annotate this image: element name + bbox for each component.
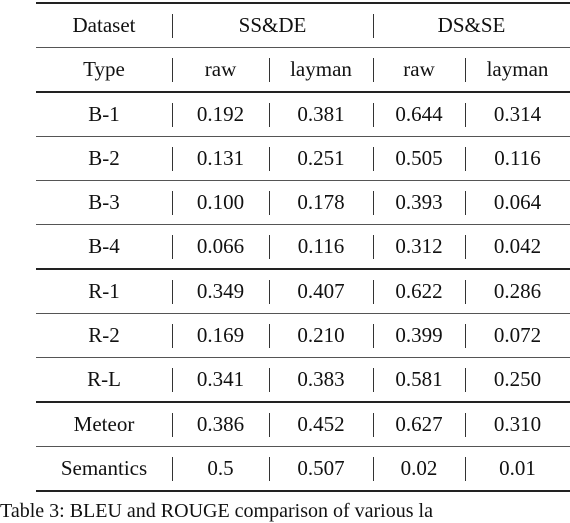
subheader-raw-2: raw bbox=[373, 47, 465, 92]
cell-value: 0.116 bbox=[269, 224, 373, 269]
cell-value: 0.100 bbox=[172, 180, 269, 225]
cell-value: 0.312 bbox=[373, 224, 465, 269]
table-row: B-2 0.131 0.251 0.505 0.116 bbox=[36, 136, 570, 181]
cell-value: 0.210 bbox=[269, 313, 373, 358]
cell-value: 0.169 bbox=[172, 313, 269, 358]
cell-value: 0.381 bbox=[269, 91, 373, 137]
row-metric: R-L bbox=[36, 357, 172, 402]
cell-value: 0.192 bbox=[172, 91, 269, 137]
header-row-type: Type raw layman raw layman bbox=[36, 47, 570, 92]
cell-value: 0.393 bbox=[373, 180, 465, 225]
cell-value: 0.286 bbox=[465, 268, 570, 314]
cell-value: 0.116 bbox=[465, 136, 570, 181]
cell-value: 0.581 bbox=[373, 357, 465, 402]
cell-value: 0.399 bbox=[373, 313, 465, 358]
row-metric: B-3 bbox=[36, 180, 172, 225]
cell-value: 0.251 bbox=[269, 136, 373, 181]
cell-value: 0.5 bbox=[172, 446, 269, 492]
cell-value: 0.507 bbox=[269, 446, 373, 492]
row-metric: R-2 bbox=[36, 313, 172, 358]
cell-value: 0.383 bbox=[269, 357, 373, 402]
cell-value: 0.072 bbox=[465, 313, 570, 358]
cell-value: 0.042 bbox=[465, 224, 570, 269]
table-row: Meteor 0.386 0.452 0.627 0.310 bbox=[36, 401, 570, 447]
row-metric: Meteor bbox=[36, 401, 172, 447]
cell-value: 0.622 bbox=[373, 268, 465, 314]
subheader-layman-2: layman bbox=[465, 47, 570, 92]
cell-value: 0.341 bbox=[172, 357, 269, 402]
cell-value: 0.505 bbox=[373, 136, 465, 181]
subheader-layman-1: layman bbox=[269, 47, 373, 92]
cell-value: 0.178 bbox=[269, 180, 373, 225]
cell-value: 0.349 bbox=[172, 268, 269, 314]
table-row: B-1 0.192 0.381 0.644 0.314 bbox=[36, 91, 570, 137]
cell-value: 0.386 bbox=[172, 401, 269, 447]
cell-value: 0.250 bbox=[465, 357, 570, 402]
cell-value: 0.066 bbox=[172, 224, 269, 269]
cell-value: 0.644 bbox=[373, 91, 465, 137]
row-metric: B-2 bbox=[36, 136, 172, 181]
row-metric: B-4 bbox=[36, 224, 172, 269]
group-header-dsse: DS&SE bbox=[373, 2, 570, 48]
cell-value: 0.627 bbox=[373, 401, 465, 447]
group-header-ssde: SS&DE bbox=[172, 2, 373, 48]
table-row: Semantics 0.5 0.507 0.02 0.01 bbox=[36, 446, 570, 492]
dataset-header: Dataset bbox=[36, 2, 172, 48]
row-metric: Semantics bbox=[36, 446, 172, 492]
cell-value: 0.131 bbox=[172, 136, 269, 181]
cell-value: 0.407 bbox=[269, 268, 373, 314]
row-metric: R-1 bbox=[36, 268, 172, 314]
table-row: R-L 0.341 0.383 0.581 0.250 bbox=[36, 357, 570, 402]
table-row: B-4 0.066 0.116 0.312 0.042 bbox=[36, 224, 570, 269]
table-caption: Table 3: BLEU and ROUGE comparison of va… bbox=[0, 500, 433, 522]
cell-value: 0.310 bbox=[465, 401, 570, 447]
type-header: Type bbox=[36, 47, 172, 92]
subheader-raw-1: raw bbox=[172, 47, 269, 92]
cell-value: 0.01 bbox=[465, 446, 570, 492]
table-row: R-1 0.349 0.407 0.622 0.286 bbox=[36, 268, 570, 314]
results-table: Dataset SS&DE DS&SE Type raw layman raw … bbox=[36, 2, 570, 492]
row-metric: B-1 bbox=[36, 91, 172, 137]
header-row-dataset: Dataset SS&DE DS&SE bbox=[36, 2, 570, 48]
cell-value: 0.314 bbox=[465, 91, 570, 137]
table-row: B-3 0.100 0.178 0.393 0.064 bbox=[36, 180, 570, 225]
cell-value: 0.452 bbox=[269, 401, 373, 447]
cell-value: 0.02 bbox=[373, 446, 465, 492]
table-row: R-2 0.169 0.210 0.399 0.072 bbox=[36, 313, 570, 358]
cell-value: 0.064 bbox=[465, 180, 570, 225]
